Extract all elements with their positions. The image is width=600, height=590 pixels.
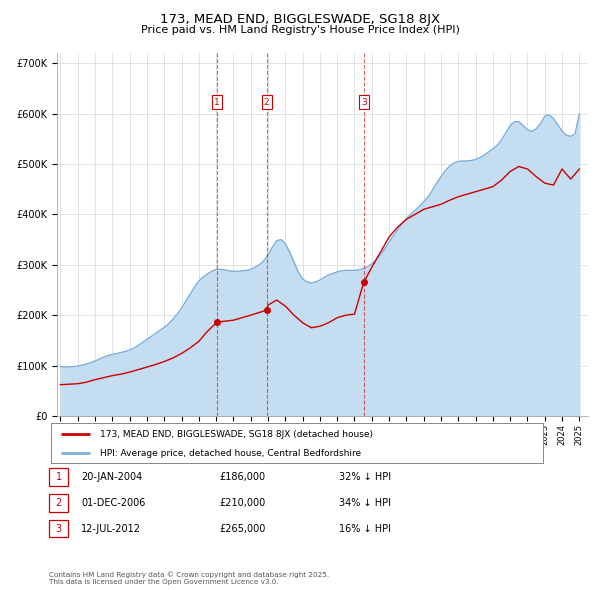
Text: 1: 1 xyxy=(214,97,220,107)
Text: 12-JUL-2012: 12-JUL-2012 xyxy=(81,524,141,533)
Text: 173, MEAD END, BIGGLESWADE, SG18 8JX (detached house): 173, MEAD END, BIGGLESWADE, SG18 8JX (de… xyxy=(100,430,373,439)
Text: 34% ↓ HPI: 34% ↓ HPI xyxy=(339,498,391,507)
Text: £210,000: £210,000 xyxy=(219,498,265,507)
Text: 32% ↓ HPI: 32% ↓ HPI xyxy=(339,472,391,481)
Text: £265,000: £265,000 xyxy=(219,524,265,533)
Text: 3: 3 xyxy=(56,524,62,533)
Text: 16% ↓ HPI: 16% ↓ HPI xyxy=(339,524,391,533)
Text: 20-JAN-2004: 20-JAN-2004 xyxy=(81,472,142,481)
Text: Contains HM Land Registry data © Crown copyright and database right 2025.
This d: Contains HM Land Registry data © Crown c… xyxy=(49,572,329,585)
Text: 1: 1 xyxy=(56,472,62,481)
Text: 01-DEC-2006: 01-DEC-2006 xyxy=(81,498,145,507)
Text: £186,000: £186,000 xyxy=(219,472,265,481)
Text: 3: 3 xyxy=(361,97,367,107)
Text: Price paid vs. HM Land Registry's House Price Index (HPI): Price paid vs. HM Land Registry's House … xyxy=(140,25,460,35)
Text: 173, MEAD END, BIGGLESWADE, SG18 8JX: 173, MEAD END, BIGGLESWADE, SG18 8JX xyxy=(160,13,440,26)
Text: 2: 2 xyxy=(56,498,62,507)
Text: HPI: Average price, detached house, Central Bedfordshire: HPI: Average price, detached house, Cent… xyxy=(100,448,361,458)
Text: 2: 2 xyxy=(264,97,269,107)
